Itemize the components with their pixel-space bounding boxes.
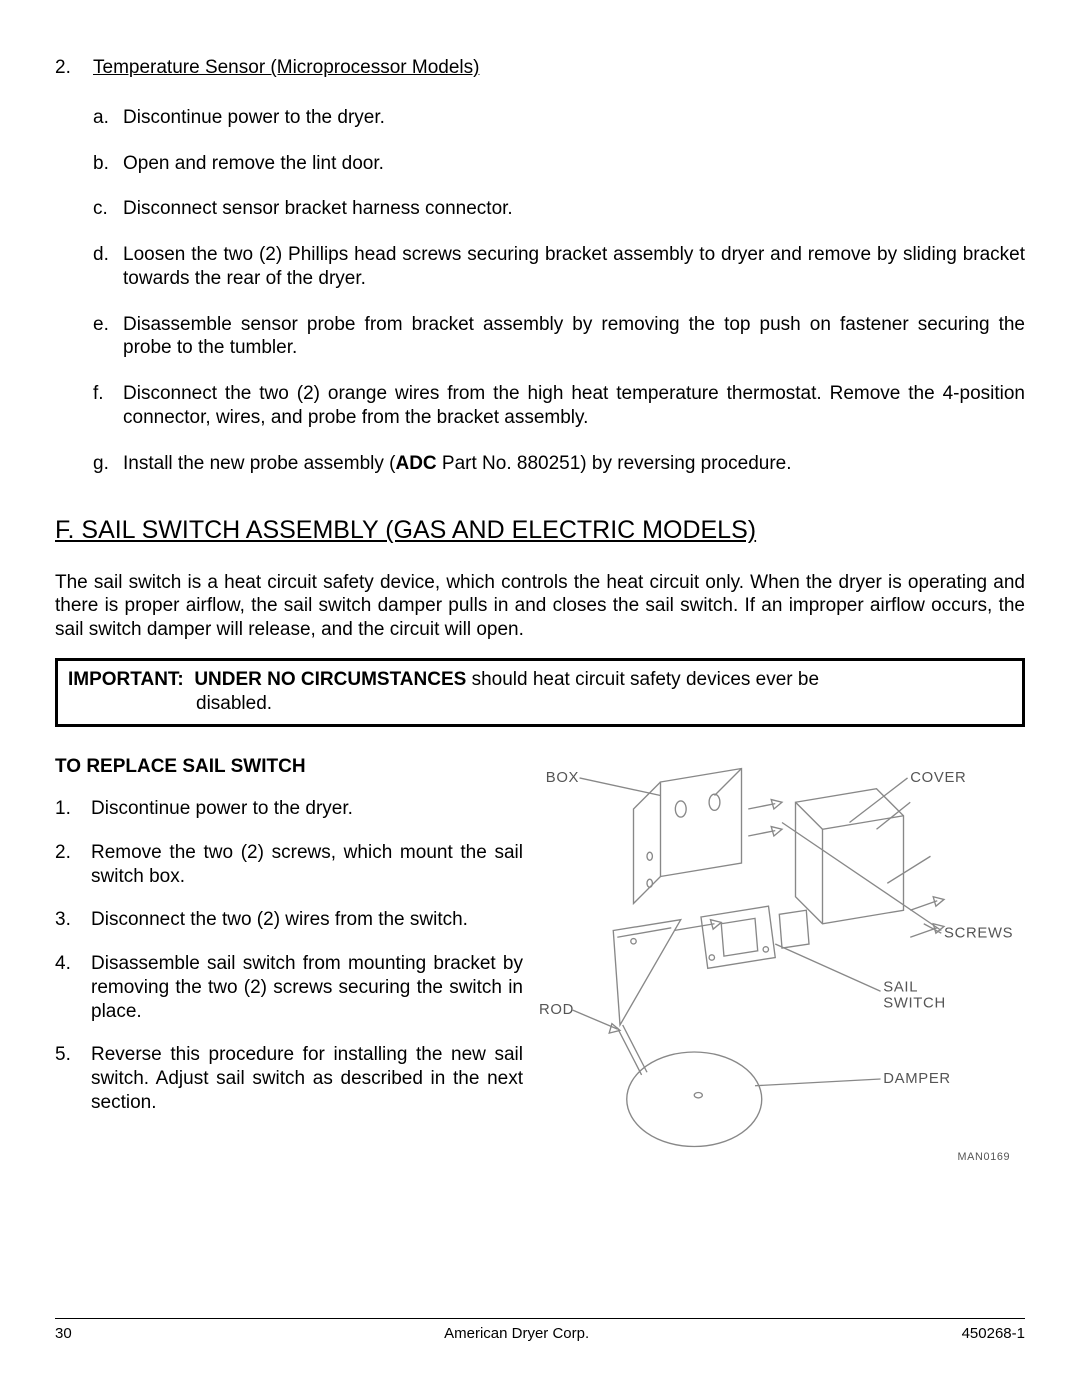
item-d: d. Loosen the two (2) Phillips head scre…: [93, 243, 1025, 291]
section-f-title: F. SAIL SWITCH ASSEMBLY (GAS AND ELECTRI…: [55, 515, 1025, 546]
label-sail-switch-2: SWITCH: [883, 996, 946, 1012]
label-rod: ROD: [539, 1002, 574, 1018]
item-g: g. Install the new probe assembly (ADC P…: [93, 452, 1025, 476]
sail-switch-diagram: BOX COVER: [539, 755, 1025, 1174]
step-3: 3. Disconnect the two (2) wires from the…: [55, 908, 523, 932]
item-b: b. Open and remove the lint door.: [93, 152, 1025, 176]
important-box: IMPORTANT: UNDER NO CIRCUMSTANCES should…: [55, 658, 1025, 728]
section-2-heading: 2. Temperature Sensor (Microprocessor Mo…: [55, 56, 1025, 80]
item-f: f. Disconnect the two (2) orange wires f…: [93, 382, 1025, 430]
page-footer: 30 American Dryer Corp. 450268-1: [55, 1318, 1025, 1342]
section-2-sublist: a. Discontinue power to the dryer. b. Op…: [93, 106, 1025, 476]
label-screws: SCREWS: [944, 926, 1013, 942]
step-4: 4. Disassemble sail switch from mounting…: [55, 952, 523, 1023]
footer-center: American Dryer Corp.: [444, 1325, 589, 1342]
label-box: BOX: [546, 770, 579, 786]
section-title: Temperature Sensor (Microprocessor Model…: [93, 56, 1025, 80]
footer-right: 450268-1: [962, 1325, 1025, 1342]
diagram-column: BOX COVER: [539, 755, 1025, 1180]
replace-steps-column: TO REPLACE SAIL SWITCH 1. Discontinue po…: [55, 755, 539, 1180]
step-1: 1. Discontinue power to the dryer.: [55, 797, 523, 821]
item-c: c. Disconnect sensor bracket harness con…: [93, 197, 1025, 221]
label-sail-switch-1: SAIL: [883, 980, 918, 996]
label-damper: DAMPER: [883, 1071, 951, 1087]
replace-heading: TO REPLACE SAIL SWITCH: [55, 755, 523, 779]
content-area: 2. Temperature Sensor (Microprocessor Mo…: [55, 56, 1025, 1181]
item-e: e. Disassemble sensor probe from bracket…: [93, 313, 1025, 361]
step-2: 2. Remove the two (2) screws, which moun…: [55, 841, 523, 889]
section-f-intro: The sail switch is a heat circuit safety…: [55, 571, 1025, 642]
replace-columns: TO REPLACE SAIL SWITCH 1. Discontinue po…: [55, 755, 1025, 1180]
label-cover: COVER: [910, 770, 966, 786]
page: 2. Temperature Sensor (Microprocessor Mo…: [0, 0, 1080, 1397]
item-a: a. Discontinue power to the dryer.: [93, 106, 1025, 130]
section-number: 2.: [55, 56, 93, 80]
step-5: 5. Reverse this procedure for installing…: [55, 1043, 523, 1114]
diagram-code: MAN0169: [958, 1151, 1011, 1163]
page-number: 30: [55, 1325, 72, 1342]
